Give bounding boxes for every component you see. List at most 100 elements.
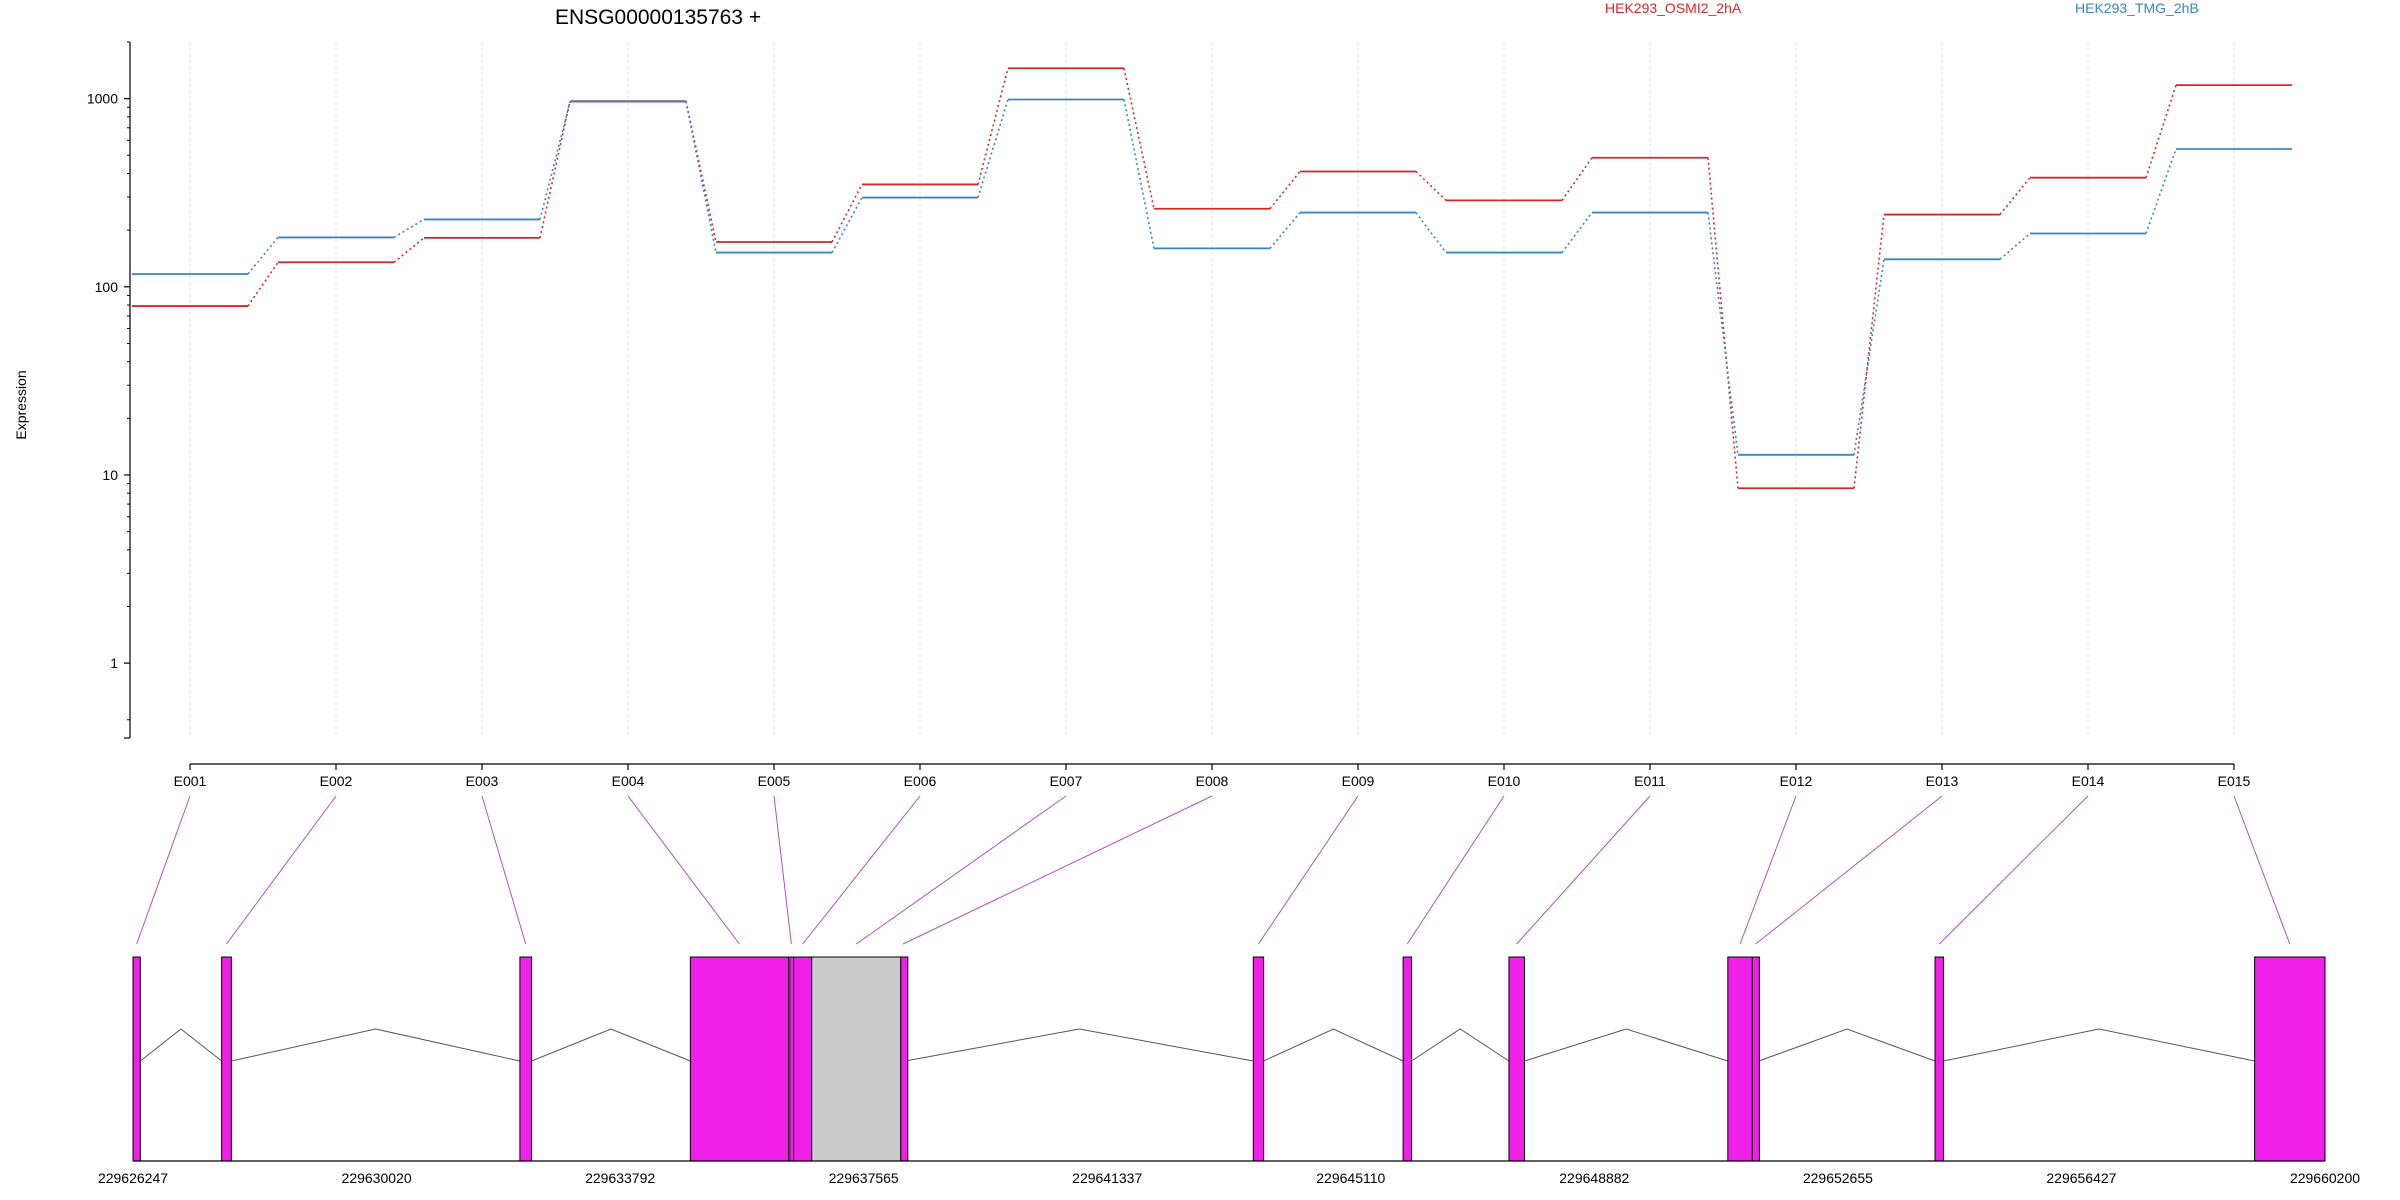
data-transition xyxy=(393,218,425,239)
exon-box xyxy=(793,956,813,1162)
genomic-tick-label: 229656427 xyxy=(2046,1170,2116,1186)
x-tick-label: E014 xyxy=(2072,773,2105,789)
genomic-tick-label: 229648882 xyxy=(1559,1170,1629,1186)
exon-connector xyxy=(1258,795,1359,945)
x-tick-label: E010 xyxy=(1488,773,1521,789)
data-transition xyxy=(1707,212,1739,455)
data-transition xyxy=(2145,84,2177,178)
intron-line xyxy=(1943,1028,2255,1062)
exon-connector xyxy=(226,795,337,945)
exon-connector xyxy=(855,795,1067,945)
legend-entry-osmi2: HEK293_OSMI2_2hA xyxy=(1605,0,1742,16)
data-transition xyxy=(247,261,279,307)
exon-box xyxy=(221,956,232,1162)
data-transition xyxy=(1269,212,1301,249)
data-transition xyxy=(685,100,717,243)
exon-connector xyxy=(1406,795,1505,945)
exon-box xyxy=(132,956,141,1162)
exon-box xyxy=(900,956,909,1162)
y-tick-label: 1000 xyxy=(87,91,118,107)
genomic-axis: 229626247 229630020 229633792 229637565 2296… xyxy=(98,1160,2360,1186)
x-tick-label: E006 xyxy=(904,773,937,789)
x-tick-label: E012 xyxy=(1780,773,1813,789)
exon-connector xyxy=(1739,795,1797,945)
data-transition xyxy=(831,197,863,253)
exon-box xyxy=(1252,956,1265,1162)
exon-box xyxy=(1402,956,1412,1162)
data-transition xyxy=(1999,177,2031,216)
data-transition xyxy=(1123,68,1155,209)
series-lines xyxy=(132,67,2292,490)
x-tick-label: E001 xyxy=(174,773,207,789)
intron-line xyxy=(1758,1028,1936,1062)
gene-title: ENSG00000135763 + xyxy=(555,6,761,29)
exon-box xyxy=(1727,956,1753,1162)
y-tick-label: 100 xyxy=(95,279,119,295)
x-tick-label: E011 xyxy=(1634,773,1666,789)
data-transition xyxy=(1999,232,2031,260)
intron-line xyxy=(231,1028,521,1062)
exon-connectors xyxy=(136,795,2291,945)
exon-box xyxy=(811,956,902,1162)
genomic-tick-label: 229626247 xyxy=(98,1170,168,1186)
genomic-tick-label: 229641337 xyxy=(1072,1170,1142,1186)
x-tick-label: E002 xyxy=(320,773,353,789)
series-1 xyxy=(132,67,2292,490)
data-transition xyxy=(1415,170,1447,201)
exon-connector xyxy=(1755,795,1943,945)
intron-line xyxy=(905,1028,1254,1062)
y-tick-label: 1 xyxy=(110,655,118,671)
data-transition xyxy=(1415,212,1447,254)
y-axis-label: Expression xyxy=(13,370,29,439)
exon-box xyxy=(1934,956,1944,1162)
data-transition xyxy=(1561,157,1593,201)
data-transition xyxy=(1123,99,1155,249)
data-transition xyxy=(1561,212,1593,254)
data-transition xyxy=(539,101,571,220)
data-transition xyxy=(685,101,717,253)
x-tick-label: E007 xyxy=(1050,773,1083,789)
data-transition xyxy=(1853,259,1885,455)
x-tick-label: E013 xyxy=(1926,773,1959,789)
data-transition xyxy=(1853,214,1885,489)
x-tick-label: E004 xyxy=(612,773,645,789)
intron-line xyxy=(1411,1028,1510,1062)
exon-connector xyxy=(802,795,921,945)
data-transition xyxy=(831,184,863,243)
x-tick-label: E015 xyxy=(2218,773,2251,789)
y-tick-label: 10 xyxy=(102,467,118,483)
data-transition xyxy=(1269,170,1301,210)
intron-line xyxy=(1263,1028,1404,1062)
exon-box xyxy=(689,956,789,1162)
genomic-tick-label: 229633792 xyxy=(585,1170,655,1186)
series-2 xyxy=(132,98,2292,456)
exon-connector xyxy=(902,795,1213,945)
intron-line xyxy=(531,1028,691,1062)
gene-model xyxy=(132,956,2326,1162)
data-transition xyxy=(977,99,1009,198)
data-transition xyxy=(393,237,425,263)
grid-lines xyxy=(189,42,2235,738)
exon-box xyxy=(519,956,533,1162)
genomic-tick-label: 229630020 xyxy=(342,1170,412,1186)
legend-entry-tmg: HEK293_TMG_2hB xyxy=(2075,0,2199,16)
x-tick-label: E009 xyxy=(1342,773,1375,789)
genomic-tick-label: 229637565 xyxy=(829,1170,899,1186)
x-tick-label: E003 xyxy=(466,773,499,789)
data-transition xyxy=(539,100,571,239)
exon-connector xyxy=(1938,795,2089,945)
x-tick-label: E008 xyxy=(1196,773,1229,789)
exon-box xyxy=(1508,956,1525,1162)
exon-connector xyxy=(136,795,191,945)
exon-connector xyxy=(773,795,792,945)
genomic-tick-label: 229660200 xyxy=(2290,1170,2360,1186)
intron-line xyxy=(1524,1028,1728,1062)
axes: 1 10 100 1000 E001 E002 E003 E004 E005 E006 E007 E0… xyxy=(87,41,2251,789)
exon-connector xyxy=(481,795,527,945)
exon-connector xyxy=(627,795,740,945)
data-transition xyxy=(1707,157,1739,489)
exon-box xyxy=(2254,956,2326,1162)
x-tick-label: E005 xyxy=(758,773,791,789)
genomic-tick-label: 229645110 xyxy=(1316,1170,1385,1186)
